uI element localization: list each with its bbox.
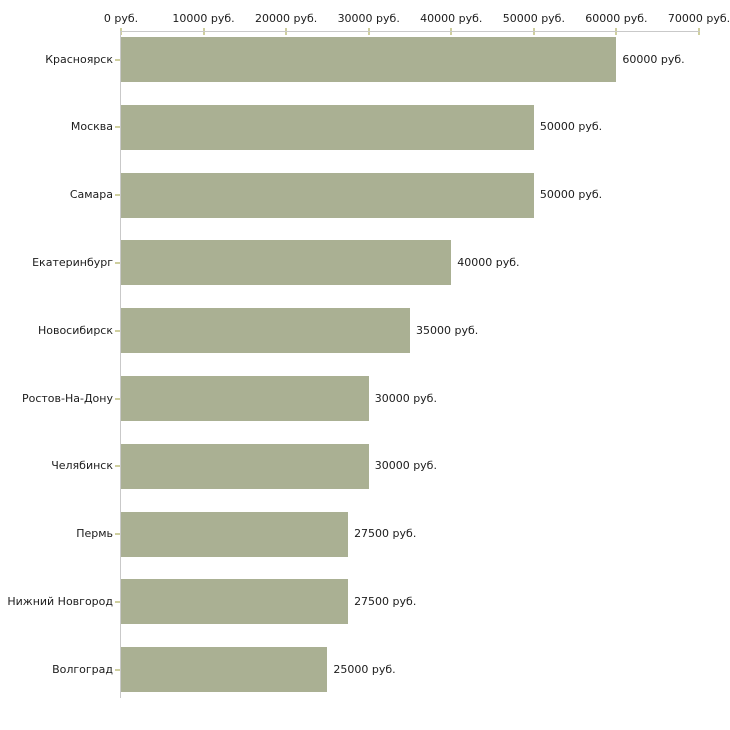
category-label: Самара (69, 188, 113, 202)
bar (121, 308, 410, 354)
value-label: 30000 руб. (374, 391, 437, 405)
bar (121, 240, 452, 286)
bar (121, 37, 617, 82)
category-tick-mark (115, 397, 120, 400)
value-label: 40000 руб. (457, 255, 520, 269)
category-tick-mark (115, 126, 120, 129)
value-label: 60000 руб. (622, 52, 685, 66)
value-label: 50000 руб. (539, 120, 603, 134)
value-label: 35000 руб. (416, 323, 479, 337)
category-label: Екатеринбург (32, 255, 113, 269)
value-label: 27500 руб. (354, 594, 417, 608)
category-label: Новосибирск (37, 323, 113, 337)
value-label: 50000 руб. (539, 188, 603, 202)
bar (121, 579, 349, 625)
x-axis-tick-label: 60000 руб. (585, 12, 648, 25)
bar (121, 104, 534, 150)
x-axis-tick-label: 70000 руб. (667, 12, 730, 25)
bar (121, 511, 349, 557)
value-label: 25000 руб. (333, 662, 396, 676)
category-label: Челябинск (51, 459, 113, 473)
value-label: 30000 руб. (374, 459, 437, 473)
category-tick-mark (115, 600, 120, 603)
x-axis-tick-label: 10000 руб. (172, 12, 235, 25)
category-tick-mark (115, 465, 120, 468)
bar (121, 443, 369, 489)
x-axis-tick-label: 40000 руб. (420, 12, 483, 25)
x-axis-line (121, 31, 700, 32)
category-tick-mark (115, 668, 120, 671)
y-axis-line (120, 31, 121, 698)
bar (121, 376, 369, 421)
category-label: Москва (70, 120, 113, 134)
bar (121, 172, 534, 218)
x-axis-tick-label: 0 руб. (103, 12, 139, 25)
category-tick-mark (115, 58, 120, 61)
x-axis-tick-label: 20000 руб. (255, 12, 318, 25)
category-tick-mark (115, 194, 120, 197)
value-label: 27500 руб. (354, 527, 417, 541)
category-label: Нижний Новгород (7, 594, 113, 608)
x-axis-tick-label: 30000 руб. (337, 12, 400, 25)
category-tick-mark (115, 261, 120, 264)
bar (121, 647, 328, 693)
category-label: Ростов-На-Дону (21, 391, 113, 405)
category-label: Красноярск (45, 52, 113, 66)
x-axis-tick-label: 50000 руб. (502, 12, 565, 25)
category-label: Волгоград (52, 662, 113, 676)
category-label: Пермь (76, 527, 113, 541)
category-tick-mark (115, 533, 120, 536)
category-tick-mark (115, 329, 120, 332)
